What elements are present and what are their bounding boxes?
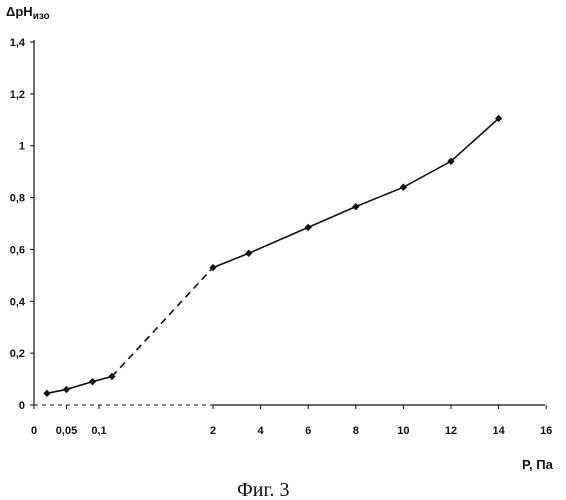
data-point-marker [63,386,70,393]
y-axis-title-subscript: изо [33,11,50,22]
y-tick-label: 0,4 [10,296,26,308]
x-tick-label: 0 [31,425,37,437]
chart-series [47,118,499,393]
y-axis-title: ΔpHизо [6,4,50,22]
y-axis-ticks: 0 0,2 0,4 0,6 0,8 1 1,2 1,4 [10,37,34,412]
series-line-1 [47,376,112,393]
data-point-marker [43,390,50,397]
data-point-marker [245,250,252,257]
x-tick-label: 14 [492,425,505,437]
y-tick-label: 0,8 [10,193,25,205]
chart-axes [34,40,545,405]
x-axis-title: P, Па [522,457,554,472]
chart-points [43,115,502,397]
x-tick-label: 12 [445,425,457,437]
y-tick-label: 1,4 [10,37,26,49]
x-tick-label: 10 [397,425,409,437]
x-tick-label: 2 [210,425,216,437]
figure-caption: Фиг. 3 [237,479,289,500]
x-tick-label: 6 [305,425,311,437]
data-point-marker [89,378,96,385]
y-tick-label: 1 [19,141,25,153]
y-tick-label: 0 [19,400,25,412]
series-line-3 [213,118,499,267]
y-tick-label: 0,6 [10,244,25,256]
y-tick-label: 1,2 [10,89,25,101]
series-dashed-connector [112,268,213,377]
x-tick-label: 16 [540,425,552,437]
x-tick-label: 4 [258,425,265,437]
y-tick-label: 0,2 [10,348,25,360]
y-axis-title-main: ΔpH [6,4,33,19]
x-tick-label: 0,1 [91,425,106,437]
x-tick-label: 8 [353,425,359,437]
data-point-marker [305,224,312,231]
x-tick-label: 0,05 [56,425,77,437]
data-point-marker [400,184,407,191]
data-point-marker [352,203,359,210]
x-axis-ticks: 0 0,05 0,1 2 4 6 8 10 12 14 16 [31,405,552,437]
